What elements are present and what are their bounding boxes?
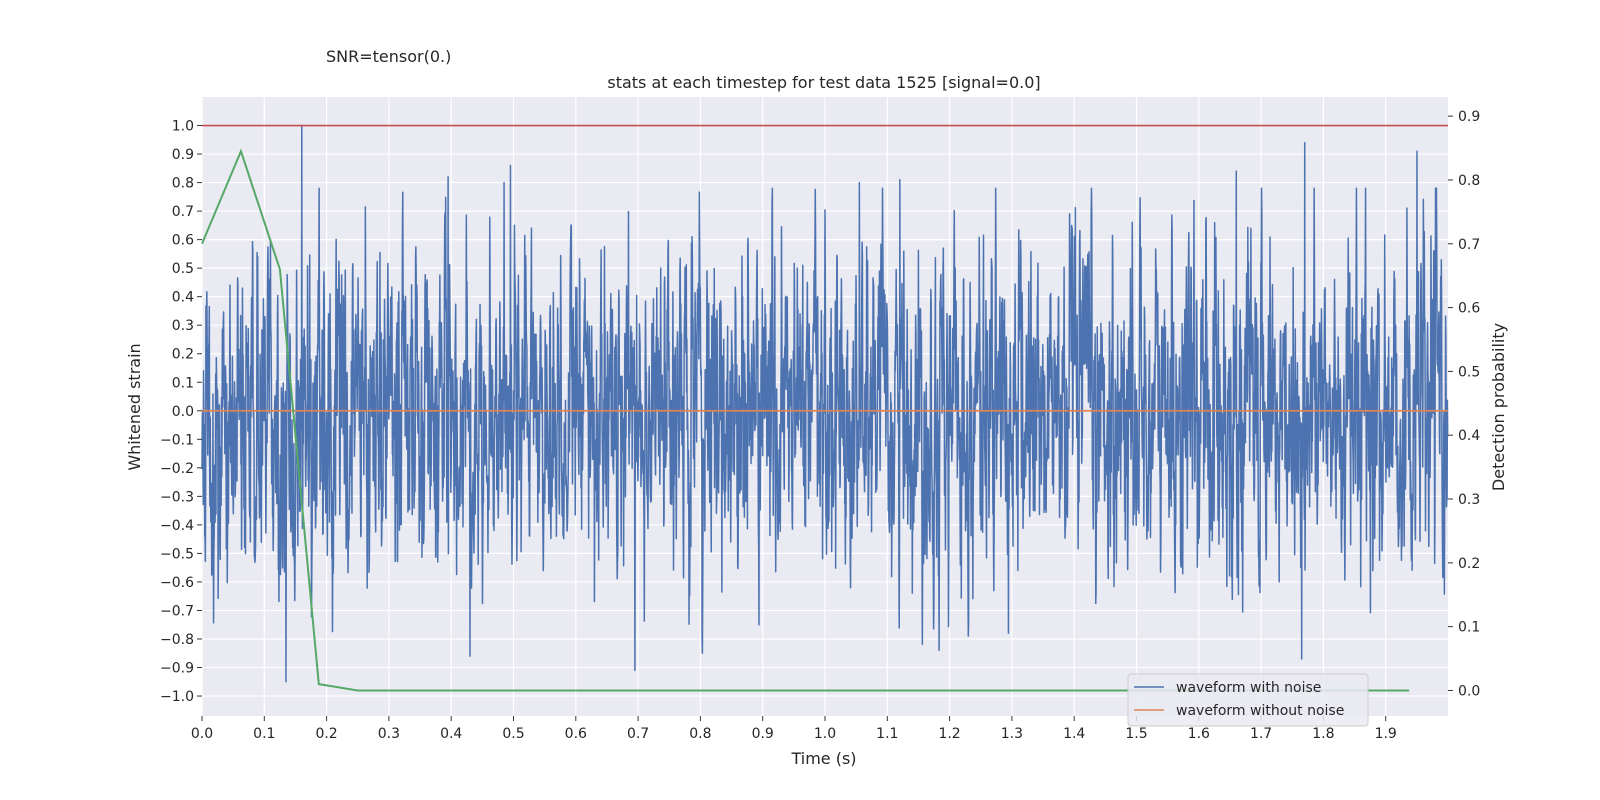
y-right-tick-label: 0.5 [1458, 364, 1480, 380]
y-right-tick-label: 0.0 [1458, 683, 1480, 699]
y-tick-label: −0.3 [160, 489, 194, 505]
legend-entry-noisy: waveform with noise [1176, 680, 1321, 696]
x-tick-label: 1.3 [1001, 726, 1023, 742]
x-tick-label: 1.9 [1375, 726, 1397, 742]
y-tick-label: 0.5 [172, 261, 194, 277]
y-axis-label: Whitened strain [125, 343, 144, 470]
x-tick-label: 0.8 [689, 726, 711, 742]
y-tick-label: 0.8 [172, 176, 194, 192]
x-tick-label: 0.9 [752, 726, 774, 742]
y-right-tick-label: 0.8 [1458, 173, 1480, 189]
x-tick-label: 1.4 [1063, 726, 1085, 742]
x-tick-label: 1.7 [1250, 726, 1272, 742]
x-tick-label: 0.4 [440, 726, 462, 742]
chart-title: stats at each timestep for test data 152… [607, 73, 1040, 92]
y-tick-label: 0.6 [172, 233, 194, 249]
y-tick-label: 0.9 [172, 147, 194, 163]
figure-suptitle: SNR=tensor(0.) [326, 47, 451, 66]
x-tick-label: 0.1 [253, 726, 275, 742]
series-detection-probability [201, 148, 1410, 692]
x-axis-label: Time (s) [790, 749, 856, 768]
legend: waveform with noise waveform without noi… [1127, 673, 1369, 727]
x-tick-label: 1.8 [1312, 726, 1334, 742]
x-tick-label: 1.5 [1125, 726, 1147, 742]
x-tick-label: 0.7 [627, 726, 649, 742]
y-tick-label: 1.0 [172, 119, 194, 135]
y-tick-label: −0.6 [160, 575, 194, 591]
x-tick-label: 1.0 [814, 726, 836, 742]
x-tick-label: 0.6 [565, 726, 587, 742]
x-tick-label: 1.1 [876, 726, 898, 742]
y-axis-ticks: 1.0 0.9 0.8 0.7 0.6 0.5 0.4 0.3 0.2 0.1 0.0 −0.1 −0.… [160, 119, 202, 705]
y-tick-label: −0.2 [160, 461, 194, 477]
y-right-tick-label: 0.4 [1458, 428, 1480, 444]
legend-entry-clean: waveform without noise [1176, 703, 1344, 719]
x-tick-label: 1.2 [938, 726, 960, 742]
y-axis-right-label: Detection probability [1489, 323, 1508, 491]
y-axis-right-ticks: 0.9 0.8 0.7 0.6 0.5 0.4 0.3 0.2 0.1 0.0 [1448, 109, 1480, 699]
y-tick-label: −0.9 [160, 661, 194, 677]
y-tick-label: −0.1 [160, 432, 194, 448]
y-right-tick-label: 0.6 [1458, 301, 1480, 317]
y-tick-label: 0.7 [172, 204, 194, 220]
y-tick-label: −0.5 [160, 546, 194, 562]
y-tick-label: 0.0 [172, 404, 194, 420]
x-tick-label: 1.6 [1188, 726, 1210, 742]
y-tick-label: −0.8 [160, 632, 194, 648]
y-tick-label: 0.2 [172, 347, 194, 363]
y-tick-label: 0.1 [172, 375, 194, 391]
line-waveform-with-noise [201, 124, 1449, 683]
x-axis-ticks: 0.0 0.1 0.2 0.3 0.4 0.5 0.6 0.7 0.8 0.9 1.0 1.1 1.2 1… [191, 716, 1397, 742]
y-tick-label: −1.0 [160, 689, 194, 705]
legend-box [1127, 673, 1369, 727]
y-tick-label: −0.7 [160, 603, 194, 619]
y-right-tick-label: 0.1 [1458, 620, 1480, 636]
y-tick-label: 0.3 [172, 318, 194, 334]
y-right-tick-label: 0.2 [1458, 556, 1480, 572]
y-tick-label: 0.4 [172, 290, 194, 306]
x-tick-label: 0.5 [502, 726, 524, 742]
y-tick-label: −0.4 [160, 518, 194, 534]
y-right-tick-label: 0.7 [1458, 237, 1480, 253]
y-right-tick-label: 0.9 [1458, 109, 1480, 125]
x-tick-label: 0.3 [378, 726, 400, 742]
series-waveform-with-noise [201, 124, 1449, 683]
x-tick-label: 0.2 [315, 726, 337, 742]
y-right-tick-label: 0.3 [1458, 492, 1480, 508]
x-tick-label: 0.0 [191, 726, 213, 742]
line-detection-probability [201, 148, 1410, 692]
